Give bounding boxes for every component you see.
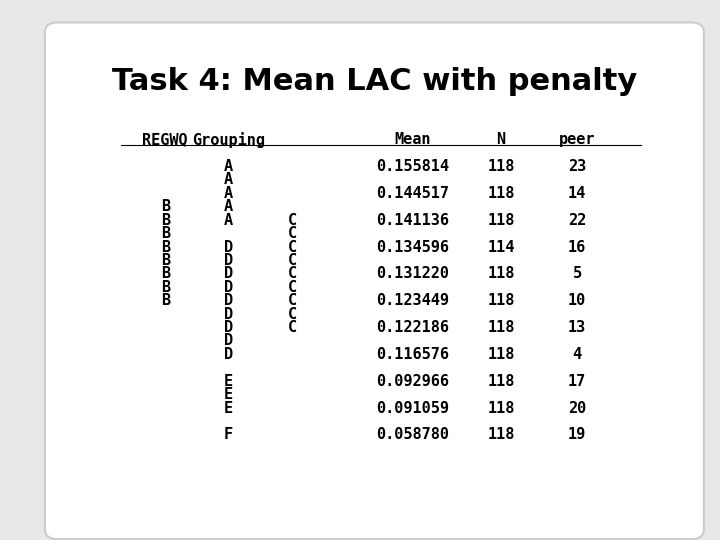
Text: D: D <box>224 280 233 295</box>
Text: A: A <box>224 159 233 174</box>
Text: 10: 10 <box>568 293 586 308</box>
Text: A: A <box>224 186 233 201</box>
Text: 5: 5 <box>572 266 582 281</box>
Text: 0.141136: 0.141136 <box>376 213 449 228</box>
Text: B: B <box>161 280 170 295</box>
Text: 0.134596: 0.134596 <box>376 240 449 254</box>
Text: C: C <box>287 253 297 268</box>
Text: N: N <box>497 132 505 147</box>
Text: D: D <box>224 266 233 281</box>
Text: 16: 16 <box>568 240 586 254</box>
Text: C: C <box>287 266 297 281</box>
Text: B: B <box>161 253 170 268</box>
Text: 0.091059: 0.091059 <box>376 401 449 415</box>
Text: 118: 118 <box>487 320 515 335</box>
Text: 23: 23 <box>568 159 586 174</box>
Text: C: C <box>287 213 297 228</box>
Text: F: F <box>224 427 233 442</box>
Text: D: D <box>224 347 233 362</box>
Text: B: B <box>161 266 170 281</box>
Text: C: C <box>287 240 297 254</box>
Text: A: A <box>224 213 233 228</box>
Text: A: A <box>224 199 233 214</box>
Text: E: E <box>224 374 233 389</box>
Text: 0.058780: 0.058780 <box>376 427 449 442</box>
Text: 118: 118 <box>487 186 515 201</box>
Text: 114: 114 <box>487 240 515 254</box>
Text: B: B <box>161 240 170 254</box>
Text: Grouping: Grouping <box>192 132 265 148</box>
FancyBboxPatch shape <box>45 23 704 539</box>
Text: peer: peer <box>559 132 595 147</box>
Text: 0.155814: 0.155814 <box>376 159 449 174</box>
Text: 118: 118 <box>487 427 515 442</box>
Text: E: E <box>224 387 233 402</box>
Text: 0.122186: 0.122186 <box>376 320 449 335</box>
Text: 14: 14 <box>568 186 586 201</box>
Text: 0.092966: 0.092966 <box>376 374 449 389</box>
Text: 17: 17 <box>568 374 586 389</box>
Text: C: C <box>287 307 297 322</box>
Text: D: D <box>224 320 233 335</box>
Text: Mean: Mean <box>394 132 431 147</box>
Text: B: B <box>161 199 170 214</box>
Text: 118: 118 <box>487 213 515 228</box>
Text: 0.116576: 0.116576 <box>376 347 449 362</box>
Text: C: C <box>287 293 297 308</box>
Text: 118: 118 <box>487 401 515 415</box>
Text: B: B <box>161 226 170 241</box>
Text: REGWQ: REGWQ <box>143 132 188 147</box>
Text: E: E <box>224 401 233 415</box>
Text: A: A <box>224 172 233 187</box>
Text: 118: 118 <box>487 266 515 281</box>
Text: 20: 20 <box>568 401 586 415</box>
Text: C: C <box>287 226 297 241</box>
Text: D: D <box>224 307 233 322</box>
Text: B: B <box>161 293 170 308</box>
Text: Task 4: Mean LAC with penalty: Task 4: Mean LAC with penalty <box>112 67 637 96</box>
Text: C: C <box>287 320 297 335</box>
Text: 13: 13 <box>568 320 586 335</box>
Text: 4: 4 <box>572 347 582 362</box>
Text: 118: 118 <box>487 374 515 389</box>
Text: C: C <box>287 280 297 295</box>
Text: D: D <box>224 253 233 268</box>
Text: 0.123449: 0.123449 <box>376 293 449 308</box>
Text: D: D <box>224 240 233 254</box>
Text: 118: 118 <box>487 293 515 308</box>
Text: 19: 19 <box>568 427 586 442</box>
Text: 118: 118 <box>487 159 515 174</box>
Text: 0.144517: 0.144517 <box>376 186 449 201</box>
Text: 22: 22 <box>568 213 586 228</box>
Text: B: B <box>161 213 170 228</box>
Text: 0.131220: 0.131220 <box>376 266 449 281</box>
Text: D: D <box>224 293 233 308</box>
Text: D: D <box>224 334 233 348</box>
Text: 118: 118 <box>487 347 515 362</box>
